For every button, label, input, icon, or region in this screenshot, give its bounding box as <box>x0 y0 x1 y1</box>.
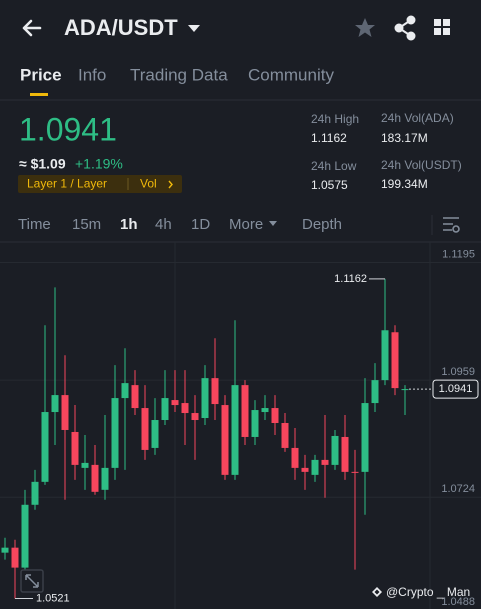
candle-body <box>131 385 139 409</box>
candle-body <box>291 447 299 468</box>
y-tick-label: 1.0724 <box>441 483 475 495</box>
candle-body <box>401 389 409 391</box>
interval[interactable]: 1D <box>191 216 210 233</box>
candle-body <box>211 378 219 405</box>
interval[interactable]: More <box>229 216 263 233</box>
interval[interactable]: Depth <box>302 216 342 233</box>
candle-body <box>331 435 339 465</box>
y-tick-label: 1.0959 <box>441 366 475 378</box>
y-tick-label: 1.0488 <box>441 596 475 608</box>
pair-title[interactable]: ADA/USDT <box>64 15 178 40</box>
stat-label: 24h Low <box>311 159 357 173</box>
interval[interactable]: Time <box>18 216 51 233</box>
candle-body <box>31 481 39 505</box>
candle-body <box>341 436 349 472</box>
interval-selected[interactable]: 1h <box>120 216 138 233</box>
stat-value: 1.0575 <box>311 178 348 192</box>
stat-label: 24h Vol(ADA) <box>381 111 454 125</box>
back-button[interactable] <box>22 19 42 37</box>
candle-body <box>161 398 169 421</box>
more-caret <box>269 221 277 226</box>
candle-body <box>111 398 119 468</box>
candle-body <box>301 467 309 472</box>
candle-body <box>381 330 389 381</box>
candle-body <box>81 462 89 468</box>
candle-body <box>61 395 69 430</box>
candle-body <box>151 420 159 448</box>
tab[interactable]: Price <box>20 65 62 84</box>
candle-body <box>1 547 9 553</box>
stat-value: 199.34M <box>381 177 428 191</box>
stat-label: 24h Vol(USDT) <box>381 158 462 172</box>
candle-body <box>51 395 59 413</box>
grid-icon[interactable] <box>434 19 450 35</box>
interval[interactable]: 4h <box>155 216 172 233</box>
expand-icon[interactable] <box>20 569 44 593</box>
share-icon[interactable] <box>394 15 416 41</box>
candle-body <box>391 332 399 389</box>
candle-body <box>191 413 199 421</box>
candle-body <box>371 380 379 404</box>
stat-value: 1.1162 <box>311 131 347 145</box>
watermark-icon <box>372 587 382 597</box>
watermark: @Crypto _ Man <box>386 585 470 599</box>
tag-badge[interactable] <box>18 175 182 193</box>
candle-body <box>321 459 329 465</box>
candle-body <box>121 383 129 399</box>
interval[interactable]: 15m <box>72 216 101 233</box>
candle-body <box>41 412 49 482</box>
candle-body <box>71 431 79 465</box>
tag-link[interactable]: Vol <box>140 177 157 191</box>
candle-body <box>281 423 289 448</box>
tag-text[interactable]: Layer 1 / Layer <box>27 177 107 191</box>
tab[interactable]: Info <box>78 65 106 84</box>
tab[interactable]: Community <box>248 65 334 84</box>
candle-body <box>101 467 109 490</box>
candle-body <box>271 408 279 424</box>
candle-body <box>171 400 179 406</box>
pair-dropdown[interactable] <box>188 25 200 32</box>
chart-settings-icon[interactable] <box>443 217 460 233</box>
candle-body <box>91 464 99 492</box>
candle-body <box>311 459 319 475</box>
candle-body <box>231 385 239 475</box>
candle-body <box>201 378 209 419</box>
low-label: 1.0521 <box>36 592 70 604</box>
high-label: 1.1162 <box>334 273 367 285</box>
candle-body <box>221 405 229 475</box>
tab-indicator <box>30 93 48 96</box>
candle-body <box>261 408 269 413</box>
tag-arrow <box>168 180 173 189</box>
usd-price: ≈ $1.09 <box>19 156 66 172</box>
last-price-label: 1.0941 <box>439 383 473 395</box>
candle-body <box>351 471 359 473</box>
candle-body <box>11 547 19 568</box>
price-change: +1.19% <box>75 156 123 172</box>
candle-body <box>181 403 189 414</box>
last-price: 1.0941 <box>19 111 117 147</box>
candle-body <box>251 410 259 437</box>
y-tick-label: 1.1195 <box>442 248 475 260</box>
candle-chart: 1.1195 1.0959 1.0724 1.0488 1.1162 1.0521 1.09… <box>0 248 481 608</box>
candle-body <box>241 385 249 437</box>
candle-body <box>141 408 149 450</box>
candle-body <box>361 403 369 472</box>
candle-body <box>21 504 29 568</box>
favorite-icon[interactable] <box>355 18 375 37</box>
stat-label: 24h High <box>311 112 359 126</box>
last-price-box <box>432 379 479 399</box>
stat-value: 183.17M <box>381 131 428 145</box>
tab[interactable]: Trading Data <box>130 65 228 84</box>
